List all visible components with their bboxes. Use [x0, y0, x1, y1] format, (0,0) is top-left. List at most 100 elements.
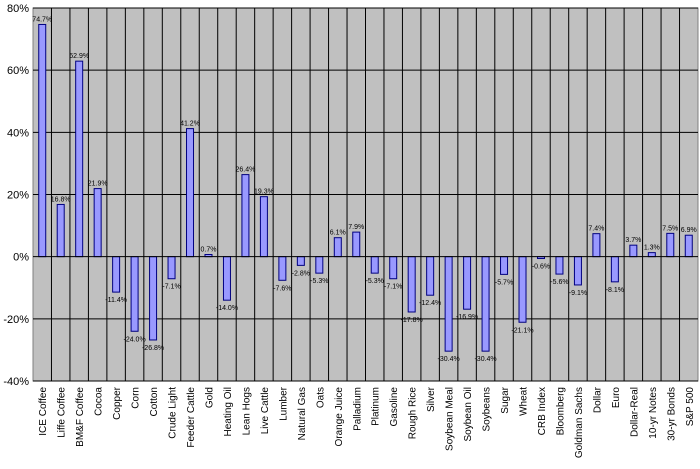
bar	[592, 233, 601, 258]
x-tick-label: Euro	[611, 387, 622, 409]
bar	[130, 256, 139, 332]
y-tick-label: 80%	[7, 3, 29, 15]
data-label: -12.4%	[419, 300, 441, 307]
x-tick-label: Dollar	[592, 386, 603, 413]
bar	[315, 256, 324, 274]
x-tick-label: Lumber	[278, 386, 289, 421]
bar	[370, 256, 379, 274]
bar	[296, 256, 305, 266]
bar	[112, 256, 121, 293]
y-tick-label: -20%	[3, 314, 29, 326]
data-label: -30.4%	[474, 356, 496, 363]
bar	[481, 256, 490, 352]
x-tick-label: Copper	[112, 386, 123, 419]
bar	[684, 234, 693, 258]
data-label: -7.1%	[162, 284, 180, 291]
x-tick-label: Gold	[204, 387, 215, 408]
data-label: 6.1%	[330, 230, 346, 237]
bar	[56, 203, 65, 258]
data-label: 26.4%	[236, 167, 256, 174]
data-label: -0.6%	[532, 264, 550, 271]
data-label: 19.3%	[254, 189, 274, 196]
data-label: 21.9%	[88, 181, 108, 188]
data-label: -5.3%	[366, 278, 384, 285]
bar	[278, 256, 287, 281]
bar	[573, 256, 582, 286]
bar	[389, 256, 398, 280]
y-tick-label: 60%	[7, 65, 29, 77]
bar	[149, 256, 158, 341]
data-label: -5.7%	[495, 279, 513, 286]
x-tick-label: Heating Oil	[223, 387, 234, 436]
x-tick-label: Liffe Coffee	[57, 387, 68, 438]
x-tick-label: Rough Rice	[408, 387, 419, 440]
data-label: -5.6%	[550, 279, 568, 286]
bar	[75, 60, 84, 258]
bar	[407, 256, 416, 313]
data-label: -2.8%	[292, 270, 310, 277]
bar	[352, 231, 361, 258]
data-label: -7.1%	[384, 284, 402, 291]
x-tick-label: Soybeans	[482, 387, 493, 431]
data-label: 3.7%	[625, 237, 641, 244]
data-label: -9.1%	[569, 290, 587, 297]
data-label: -26.8%	[142, 345, 164, 352]
x-tick-label: Bloomberg	[555, 387, 566, 435]
bar	[666, 232, 675, 258]
x-tick-label: Crude Light	[168, 387, 179, 439]
y-tick-label: 40%	[7, 127, 29, 139]
bar	[167, 256, 176, 280]
bar	[241, 174, 250, 258]
data-label: 74.7%	[32, 16, 52, 23]
bar	[463, 256, 472, 310]
x-axis-ticks: ICE Coffee Liffe Coffee BM&F Coffee Cocoa Co…	[38, 386, 696, 458]
x-tick-label: Dollar-Real	[629, 387, 640, 437]
bar	[629, 244, 638, 258]
x-tick-label: Feeder Cattle	[186, 387, 197, 448]
data-label: 62.9%	[69, 53, 89, 60]
x-tick-label: Soybean Meal	[445, 387, 456, 451]
x-tick-label: Soybean Oil	[463, 387, 474, 441]
x-tick-label: Gasoline	[389, 387, 400, 427]
x-tick-label: 30-yr Bonds	[666, 387, 677, 441]
x-tick-label: Cocoa	[94, 387, 105, 416]
x-tick-label: ICE Coffee	[38, 387, 49, 436]
data-label: -17.8%	[401, 317, 423, 324]
x-tick-label: Palladium	[352, 387, 363, 431]
x-tick-label: Wheat	[519, 387, 530, 416]
y-tick-label: -40%	[3, 376, 29, 388]
x-tick-label: Natural Gas	[297, 387, 308, 440]
bar	[259, 196, 268, 258]
bar	[186, 128, 195, 258]
data-label: 7.9%	[348, 224, 364, 231]
bar	[610, 256, 619, 283]
data-label: 7.5%	[662, 225, 678, 232]
bar	[518, 256, 527, 323]
x-tick-label: Orange Juice	[334, 387, 345, 447]
x-tick-label: Sugar	[500, 386, 511, 413]
data-label: -8.1%	[606, 287, 624, 294]
bar	[333, 237, 342, 258]
data-label: -5.3%	[310, 278, 328, 285]
bar	[500, 256, 509, 275]
data-label: 7.4%	[588, 226, 604, 233]
data-label: 1.3%	[644, 245, 660, 252]
data-label: 6.9%	[681, 227, 697, 234]
y-axis-ticks: -40% -20% 0% 20% 40% 60% 80%	[3, 3, 29, 388]
bar	[647, 252, 656, 258]
data-label: 41.2%	[180, 121, 200, 128]
y-tick-label: 20%	[7, 190, 29, 202]
bar	[555, 256, 564, 275]
x-tick-label: Silver	[426, 386, 437, 412]
data-labels: 74.7% 16.8% 62.9% 21.9% -11.4% -24.0% -26.8% -7…	[32, 16, 696, 363]
data-label: 16.8%	[51, 196, 71, 203]
x-tick-label: CRB Index	[537, 387, 548, 435]
x-tick-label: Lean Hogs	[241, 387, 252, 435]
x-tick-label: Cotton	[149, 387, 160, 416]
bar	[38, 23, 47, 258]
data-label: -14.0%	[216, 305, 238, 312]
x-tick-label: Goldman Sachs	[574, 387, 585, 458]
grid-lines	[33, 7, 698, 382]
